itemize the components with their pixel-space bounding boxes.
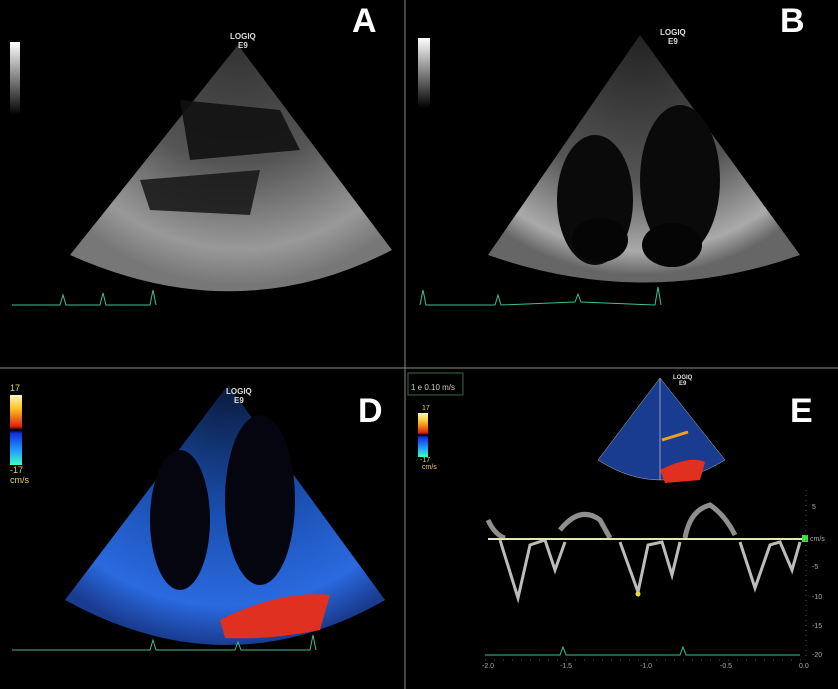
x-tick: 0.0 xyxy=(799,663,809,670)
heart-chamber xyxy=(642,223,702,267)
y-tick: -15 xyxy=(812,623,823,630)
color-velocity-bar xyxy=(10,395,22,465)
x-tick: -0.5 xyxy=(720,663,733,670)
heart-chamber xyxy=(150,450,210,590)
panel-label-b: B xyxy=(780,2,805,40)
panel-label-d: D xyxy=(358,392,383,430)
ultrasound-sector-a xyxy=(70,45,392,292)
ecg-trace xyxy=(419,286,662,306)
grayscale-bar xyxy=(418,38,430,108)
velocity-cursor xyxy=(635,591,641,597)
doppler-waveform-positive xyxy=(485,502,738,541)
scale-max: 17 xyxy=(422,405,430,412)
y-tick: -10 xyxy=(812,594,823,601)
scale-unit: cm/s xyxy=(10,475,29,485)
heart-chamber xyxy=(640,105,720,255)
panel-label-a: A xyxy=(352,2,377,40)
device-label-b: LOGIQ E9 xyxy=(660,28,686,46)
color-doppler-sector-e xyxy=(597,377,726,481)
ecg-trace xyxy=(485,645,800,656)
y-tick: cm/s xyxy=(810,536,825,543)
color-velocity-bar xyxy=(418,413,428,457)
y-tick: -5 xyxy=(812,564,819,571)
ecg-trace xyxy=(12,634,317,651)
scale-unit: cm/s xyxy=(422,464,437,471)
x-tick: -2.0 xyxy=(482,663,495,670)
y-tick: 5 xyxy=(812,504,816,511)
heart-chamber xyxy=(572,218,628,262)
color-flow-jet xyxy=(660,459,705,483)
device-label-e: LOGIQ E9 xyxy=(673,375,693,387)
sample-gate xyxy=(661,430,689,442)
grayscale-bar xyxy=(10,42,20,115)
color-flow-jet xyxy=(220,594,330,639)
x-tick: -1.0 xyxy=(640,663,653,670)
scale-min: -17 xyxy=(420,457,431,464)
device-label-d: LOGIQ E9 xyxy=(226,387,252,405)
ecg-trace xyxy=(12,289,157,306)
baseline-marker xyxy=(802,535,808,542)
heart-chamber xyxy=(140,170,260,215)
y-tick: -20 xyxy=(812,652,823,659)
sweep-info-box: 1 e 0.10 m/s xyxy=(411,383,456,392)
heart-chamber xyxy=(225,415,295,585)
x-tick: -1.5 xyxy=(560,663,573,670)
scale-min: -17 xyxy=(10,465,24,475)
panel-label-e: E xyxy=(790,392,813,430)
sweep-info-box-frame xyxy=(407,372,464,396)
scale-max: 17 xyxy=(10,383,21,393)
color-doppler-sector-d xyxy=(65,385,385,645)
device-label-a: LOGIQ E9 xyxy=(230,32,256,50)
doppler-waveform-negative xyxy=(498,538,802,604)
heart-chamber xyxy=(180,100,300,160)
